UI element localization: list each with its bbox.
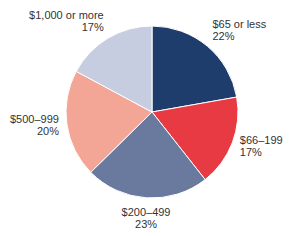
svg-text:$200–499: $200–499 [122, 206, 171, 218]
svg-text:$500–999: $500–999 [10, 113, 59, 125]
svg-text:20%: 20% [37, 125, 59, 137]
svg-text:22%: 22% [212, 30, 234, 42]
svg-text:$65 or less: $65 or less [212, 18, 266, 30]
svg-text:$1,000 or more: $1,000 or more [29, 9, 104, 21]
svg-text:$66–199: $66–199 [240, 134, 283, 146]
svg-text:17%: 17% [240, 146, 262, 158]
svg-text:17%: 17% [82, 21, 104, 33]
svg-text:23%: 23% [135, 218, 157, 230]
